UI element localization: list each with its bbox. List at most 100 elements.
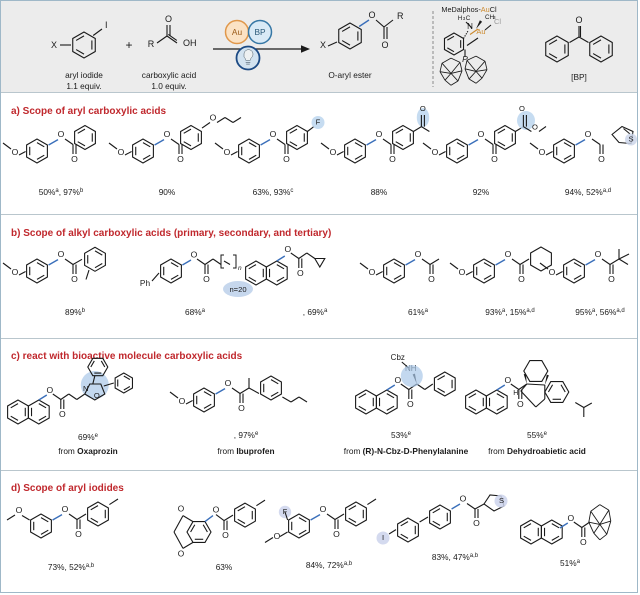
svg-text:O: O <box>270 129 277 139</box>
svg-text:O: O <box>213 505 220 515</box>
svg-text:from (R)-N-Cbz-D-Phenylalanine: from (R)-N-Cbz-D-Phenylalanine <box>344 446 469 456</box>
svg-text:O: O <box>407 399 414 409</box>
svg-text:n: n <box>238 265 242 272</box>
svg-text:O: O <box>71 154 78 164</box>
svg-text:O: O <box>585 129 592 139</box>
svg-text:O: O <box>238 403 245 413</box>
svg-text:O: O <box>297 268 304 278</box>
svg-text:O: O <box>580 537 587 547</box>
svg-text:O: O <box>575 15 582 25</box>
svg-text:R: R <box>148 39 155 49</box>
svg-text:O: O <box>459 267 466 277</box>
svg-text:S: S <box>628 135 633 144</box>
svg-text:O: O <box>12 147 19 157</box>
svg-text:+: + <box>125 38 132 52</box>
svg-text:O: O <box>381 40 388 50</box>
svg-text:O: O <box>118 147 125 157</box>
svg-text:O: O <box>567 513 574 523</box>
svg-text:O: O <box>394 375 401 385</box>
svg-text:1.1 equiv.: 1.1 equiv. <box>66 81 101 91</box>
svg-text:61%a: 61%a <box>408 307 429 317</box>
svg-text:Au: Au <box>476 27 485 36</box>
svg-text:90%: 90% <box>159 187 176 197</box>
svg-text:50%a, 97%b: 50%a, 97%b <box>39 187 84 197</box>
svg-text:[BP]: [BP] <box>571 72 587 82</box>
svg-text:O: O <box>432 147 439 157</box>
svg-text:O: O <box>59 409 66 419</box>
svg-text:O: O <box>491 154 498 164</box>
svg-text:Au: Au <box>232 27 243 37</box>
svg-text:I: I <box>382 533 384 542</box>
svg-text:Cl: Cl <box>494 17 501 26</box>
svg-text:O: O <box>595 249 602 259</box>
svg-text:53%e: 53%e <box>391 430 412 440</box>
svg-text:X: X <box>51 40 57 50</box>
svg-text:O: O <box>178 548 185 558</box>
svg-text:from Dehydroabietic acid: from Dehydroabietic acid <box>488 446 586 456</box>
svg-text:F: F <box>283 507 288 516</box>
svg-text:O: O <box>62 504 69 514</box>
svg-text:C: C <box>466 15 471 22</box>
svg-text:O: O <box>598 154 605 164</box>
svg-text:MeDalphos-AuCl: MeDalphos-AuCl <box>441 5 497 14</box>
svg-text:O: O <box>165 14 172 24</box>
svg-text:O: O <box>58 249 65 259</box>
svg-text:OH: OH <box>183 38 197 48</box>
svg-text:O: O <box>274 531 281 541</box>
svg-text:O: O <box>320 504 327 514</box>
svg-text:O: O <box>420 104 426 113</box>
svg-text:O: O <box>46 385 53 395</box>
svg-text:O: O <box>178 504 185 514</box>
svg-text:O: O <box>376 129 383 139</box>
svg-text:89%b: 89%b <box>65 307 86 317</box>
svg-text:69%e: 69%e <box>78 432 99 442</box>
svg-text:O: O <box>179 396 186 406</box>
svg-text:O: O <box>549 267 556 277</box>
svg-text:63%: 63% <box>216 562 233 572</box>
svg-text:O: O <box>478 129 485 139</box>
svg-text:N: N <box>83 384 88 393</box>
svg-text:from Oxaprozin: from Oxaprozin <box>58 446 117 456</box>
svg-text:84%, 72%a,b: 84%, 72%a,b <box>306 560 353 570</box>
svg-text:Ph: Ph <box>140 278 151 288</box>
svg-text:Cbz: Cbz <box>391 353 405 362</box>
svg-text:O: O <box>519 104 525 113</box>
svg-text:O: O <box>225 378 232 388</box>
svg-text:aryl iodide: aryl iodide <box>65 70 103 80</box>
svg-text:55%e: 55%e <box>527 430 548 440</box>
svg-text:95%a, 56%a,d: 95%a, 56%a,d <box>575 307 625 317</box>
svg-text:1.0 equiv.: 1.0 equiv. <box>151 81 186 91</box>
svg-text:94%, 52%a,d: 94%, 52%a,d <box>565 187 611 197</box>
svg-text:O: O <box>369 267 376 277</box>
svg-text:93%a, 15%a,d: 93%a, 15%a,d <box>485 307 535 317</box>
svg-text:O: O <box>517 399 524 409</box>
svg-text:O: O <box>368 10 375 20</box>
svg-text:R: R <box>397 11 404 21</box>
svg-text:, 97%e: , 97%e <box>234 430 259 440</box>
svg-text:O: O <box>473 518 480 528</box>
svg-text:O: O <box>539 147 546 157</box>
svg-text:O: O <box>94 391 100 400</box>
svg-text:, 69%a: , 69%a <box>303 307 328 317</box>
svg-text:O: O <box>191 250 198 260</box>
svg-text:O: O <box>608 274 615 284</box>
svg-text:63%, 93%c: 63%, 93%c <box>253 187 294 197</box>
svg-text:BP: BP <box>254 27 266 37</box>
svg-text:O: O <box>16 505 23 515</box>
svg-text:S: S <box>499 496 504 505</box>
svg-text:O: O <box>210 113 217 123</box>
svg-text:O: O <box>330 147 337 157</box>
svg-text:O: O <box>333 529 340 539</box>
svg-text:O: O <box>460 494 467 504</box>
svg-text:O: O <box>12 267 19 277</box>
svg-text:O: O <box>532 123 538 132</box>
svg-text:O: O <box>504 375 511 385</box>
svg-text:O: O <box>283 154 290 164</box>
svg-text:O: O <box>415 249 422 259</box>
svg-text:O: O <box>284 244 291 254</box>
svg-text:68%a: 68%a <box>185 307 206 317</box>
svg-text:O: O <box>505 249 512 259</box>
svg-text:O: O <box>389 154 396 164</box>
svg-text:83%, 47%a,b: 83%, 47%a,b <box>432 552 479 562</box>
svg-text:H: H <box>513 390 518 397</box>
